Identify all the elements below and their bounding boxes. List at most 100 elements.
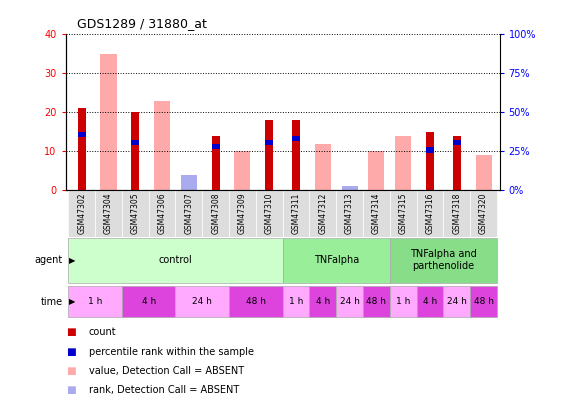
Bar <box>368 151 384 190</box>
Bar <box>315 144 331 190</box>
Bar <box>202 190 229 237</box>
Text: 48 h: 48 h <box>246 297 266 306</box>
Bar <box>453 140 461 145</box>
Bar <box>131 140 139 145</box>
Bar <box>341 186 357 190</box>
Bar <box>443 286 470 317</box>
Text: GSM47313: GSM47313 <box>345 193 354 234</box>
Bar <box>229 286 283 317</box>
Text: GSM47302: GSM47302 <box>77 193 86 234</box>
Text: 1 h: 1 h <box>88 297 102 306</box>
Text: 1 h: 1 h <box>396 297 411 306</box>
Bar <box>122 190 148 237</box>
Text: ▶: ▶ <box>69 297 75 306</box>
Bar <box>426 132 434 190</box>
Bar <box>417 286 443 317</box>
Bar <box>309 190 336 237</box>
Text: TNFalpha: TNFalpha <box>313 255 359 265</box>
Text: GSM47308: GSM47308 <box>211 193 220 234</box>
Text: ■: ■ <box>66 347 75 356</box>
Text: GSM47311: GSM47311 <box>292 193 300 234</box>
Text: percentile rank within the sample: percentile rank within the sample <box>89 347 254 356</box>
Bar <box>154 101 170 190</box>
Bar <box>476 155 492 190</box>
Bar <box>417 190 443 237</box>
Text: 4 h: 4 h <box>316 297 330 306</box>
Text: GSM47306: GSM47306 <box>158 193 167 234</box>
Bar <box>363 190 390 237</box>
Text: 48 h: 48 h <box>473 297 493 306</box>
Text: 4 h: 4 h <box>142 297 156 306</box>
Bar <box>292 136 300 141</box>
Bar <box>266 120 274 190</box>
Bar <box>131 112 139 190</box>
Text: GSM47310: GSM47310 <box>265 193 274 234</box>
Bar <box>175 190 202 237</box>
Bar <box>69 238 283 283</box>
Text: GSM47304: GSM47304 <box>104 193 113 234</box>
Text: GDS1289 / 31880_at: GDS1289 / 31880_at <box>77 17 207 30</box>
Bar <box>390 286 417 317</box>
Text: ▶: ▶ <box>69 256 75 265</box>
Text: control: control <box>159 255 192 265</box>
Text: GSM47314: GSM47314 <box>372 193 381 234</box>
Bar <box>341 186 357 190</box>
Bar <box>148 190 175 237</box>
Bar <box>395 136 411 190</box>
Bar <box>235 151 251 190</box>
Text: 24 h: 24 h <box>447 297 467 306</box>
Bar <box>283 238 390 283</box>
Bar <box>256 190 283 237</box>
Bar <box>363 286 390 317</box>
Bar <box>69 286 122 317</box>
Text: rank, Detection Call = ABSENT: rank, Detection Call = ABSENT <box>89 386 239 395</box>
Text: 1 h: 1 h <box>289 297 303 306</box>
Text: GSM47318: GSM47318 <box>452 193 461 234</box>
Text: GSM47320: GSM47320 <box>479 193 488 234</box>
Bar <box>78 132 86 137</box>
Bar <box>443 190 470 237</box>
Bar <box>181 175 197 190</box>
Bar <box>212 144 220 149</box>
Bar <box>212 136 220 190</box>
Bar <box>122 286 175 317</box>
Bar <box>283 286 309 317</box>
Bar <box>95 190 122 237</box>
Bar <box>100 54 116 190</box>
Text: GSM47312: GSM47312 <box>318 193 327 234</box>
Bar <box>470 190 497 237</box>
Bar <box>266 140 274 145</box>
Bar <box>309 286 336 317</box>
Text: TNFalpha and
parthenolide: TNFalpha and parthenolide <box>410 249 477 271</box>
Bar <box>229 190 256 237</box>
Text: GSM47309: GSM47309 <box>238 193 247 234</box>
Bar <box>453 136 461 190</box>
Bar <box>426 147 434 153</box>
Bar <box>390 190 417 237</box>
Text: time: time <box>41 297 63 307</box>
Bar <box>175 286 229 317</box>
Text: GSM47305: GSM47305 <box>131 193 140 234</box>
Text: count: count <box>89 327 116 337</box>
Bar <box>336 286 363 317</box>
Text: GSM47315: GSM47315 <box>399 193 408 234</box>
Bar <box>470 286 497 317</box>
Bar <box>292 120 300 190</box>
Text: 48 h: 48 h <box>367 297 387 306</box>
Bar <box>336 190 363 237</box>
Text: ■: ■ <box>66 327 75 337</box>
Bar <box>78 109 86 190</box>
Text: GSM47316: GSM47316 <box>425 193 435 234</box>
Text: GSM47307: GSM47307 <box>184 193 194 234</box>
Bar <box>181 175 197 190</box>
Text: value, Detection Call = ABSENT: value, Detection Call = ABSENT <box>89 366 244 376</box>
Text: agent: agent <box>35 255 63 265</box>
Bar <box>69 190 95 237</box>
Text: 24 h: 24 h <box>192 297 212 306</box>
Bar <box>283 190 309 237</box>
Text: ■: ■ <box>66 386 75 395</box>
Text: ■: ■ <box>66 366 75 376</box>
Bar <box>390 238 497 283</box>
Text: 4 h: 4 h <box>423 297 437 306</box>
Text: 24 h: 24 h <box>340 297 360 306</box>
